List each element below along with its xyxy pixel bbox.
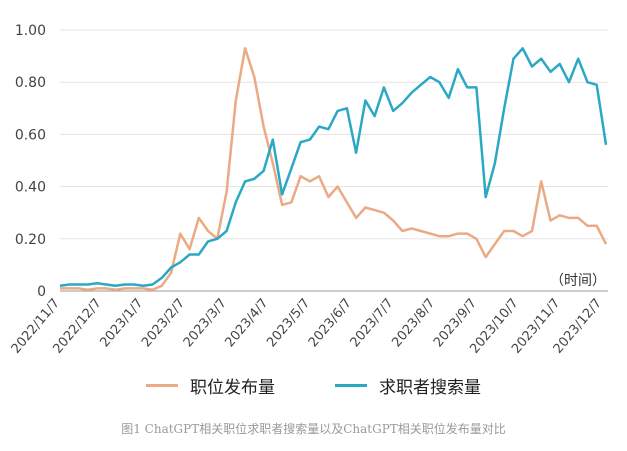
x-tick-label: 2023/4/7 — [223, 296, 272, 350]
legend-swatch-job-searches — [335, 383, 367, 387]
x-tick-label: 2023/2/7 — [139, 296, 188, 350]
grid-lines — [60, 29, 608, 240]
y-tick-label: 0.20 — [15, 232, 46, 248]
x-axis-ticks: 2022/11/72022/12/72023/1/72023/2/72023/3… — [9, 296, 605, 357]
legend-item-job-postings: 职位发布量 — [146, 373, 275, 398]
x-tick-label: 2023/5/7 — [264, 296, 313, 350]
y-tick-label: 1.00 — [15, 23, 46, 39]
figure-caption: 图1 ChatGPT相关职位求职者搜索量以及ChatGPT相关职位发布量对比 — [121, 422, 506, 436]
legend-label-job-postings: 职位发布量 — [190, 377, 275, 398]
x-axis-unit-label: （时间） — [550, 273, 606, 289]
y-tick-label: 0.40 — [15, 180, 46, 196]
series-line-job-postings — [60, 47, 608, 291]
legend-item-job-searches: 求职者搜索量 — [335, 373, 481, 398]
line-chart: 0 0.20 0.40 0.60 0.80 1.00 2022/11/72022/12/7… — [9, 23, 608, 357]
y-axis-ticks: 0 0.20 0.40 0.60 0.80 1.00 — [15, 23, 46, 300]
series-lines — [59, 47, 608, 291]
y-tick-label: 0.80 — [15, 75, 46, 91]
legend-label-job-searches: 求职者搜索量 — [379, 377, 481, 398]
legend: 职位发布量 求职者搜索量 — [0, 372, 627, 398]
x-tick-label: 2023/8/7 — [389, 296, 438, 350]
y-tick-label: 0.60 — [15, 127, 46, 143]
legend-swatch-job-postings — [146, 383, 178, 387]
y-tick-label: 0 — [37, 284, 46, 300]
x-tick-label: 2023/1/7 — [97, 296, 146, 350]
series-line-job-searches — [59, 47, 608, 288]
x-tick-label: 2023/7/7 — [348, 296, 397, 350]
x-tick-label: 2023/3/7 — [181, 296, 230, 350]
x-tick-label: 2023/6/7 — [306, 296, 355, 350]
